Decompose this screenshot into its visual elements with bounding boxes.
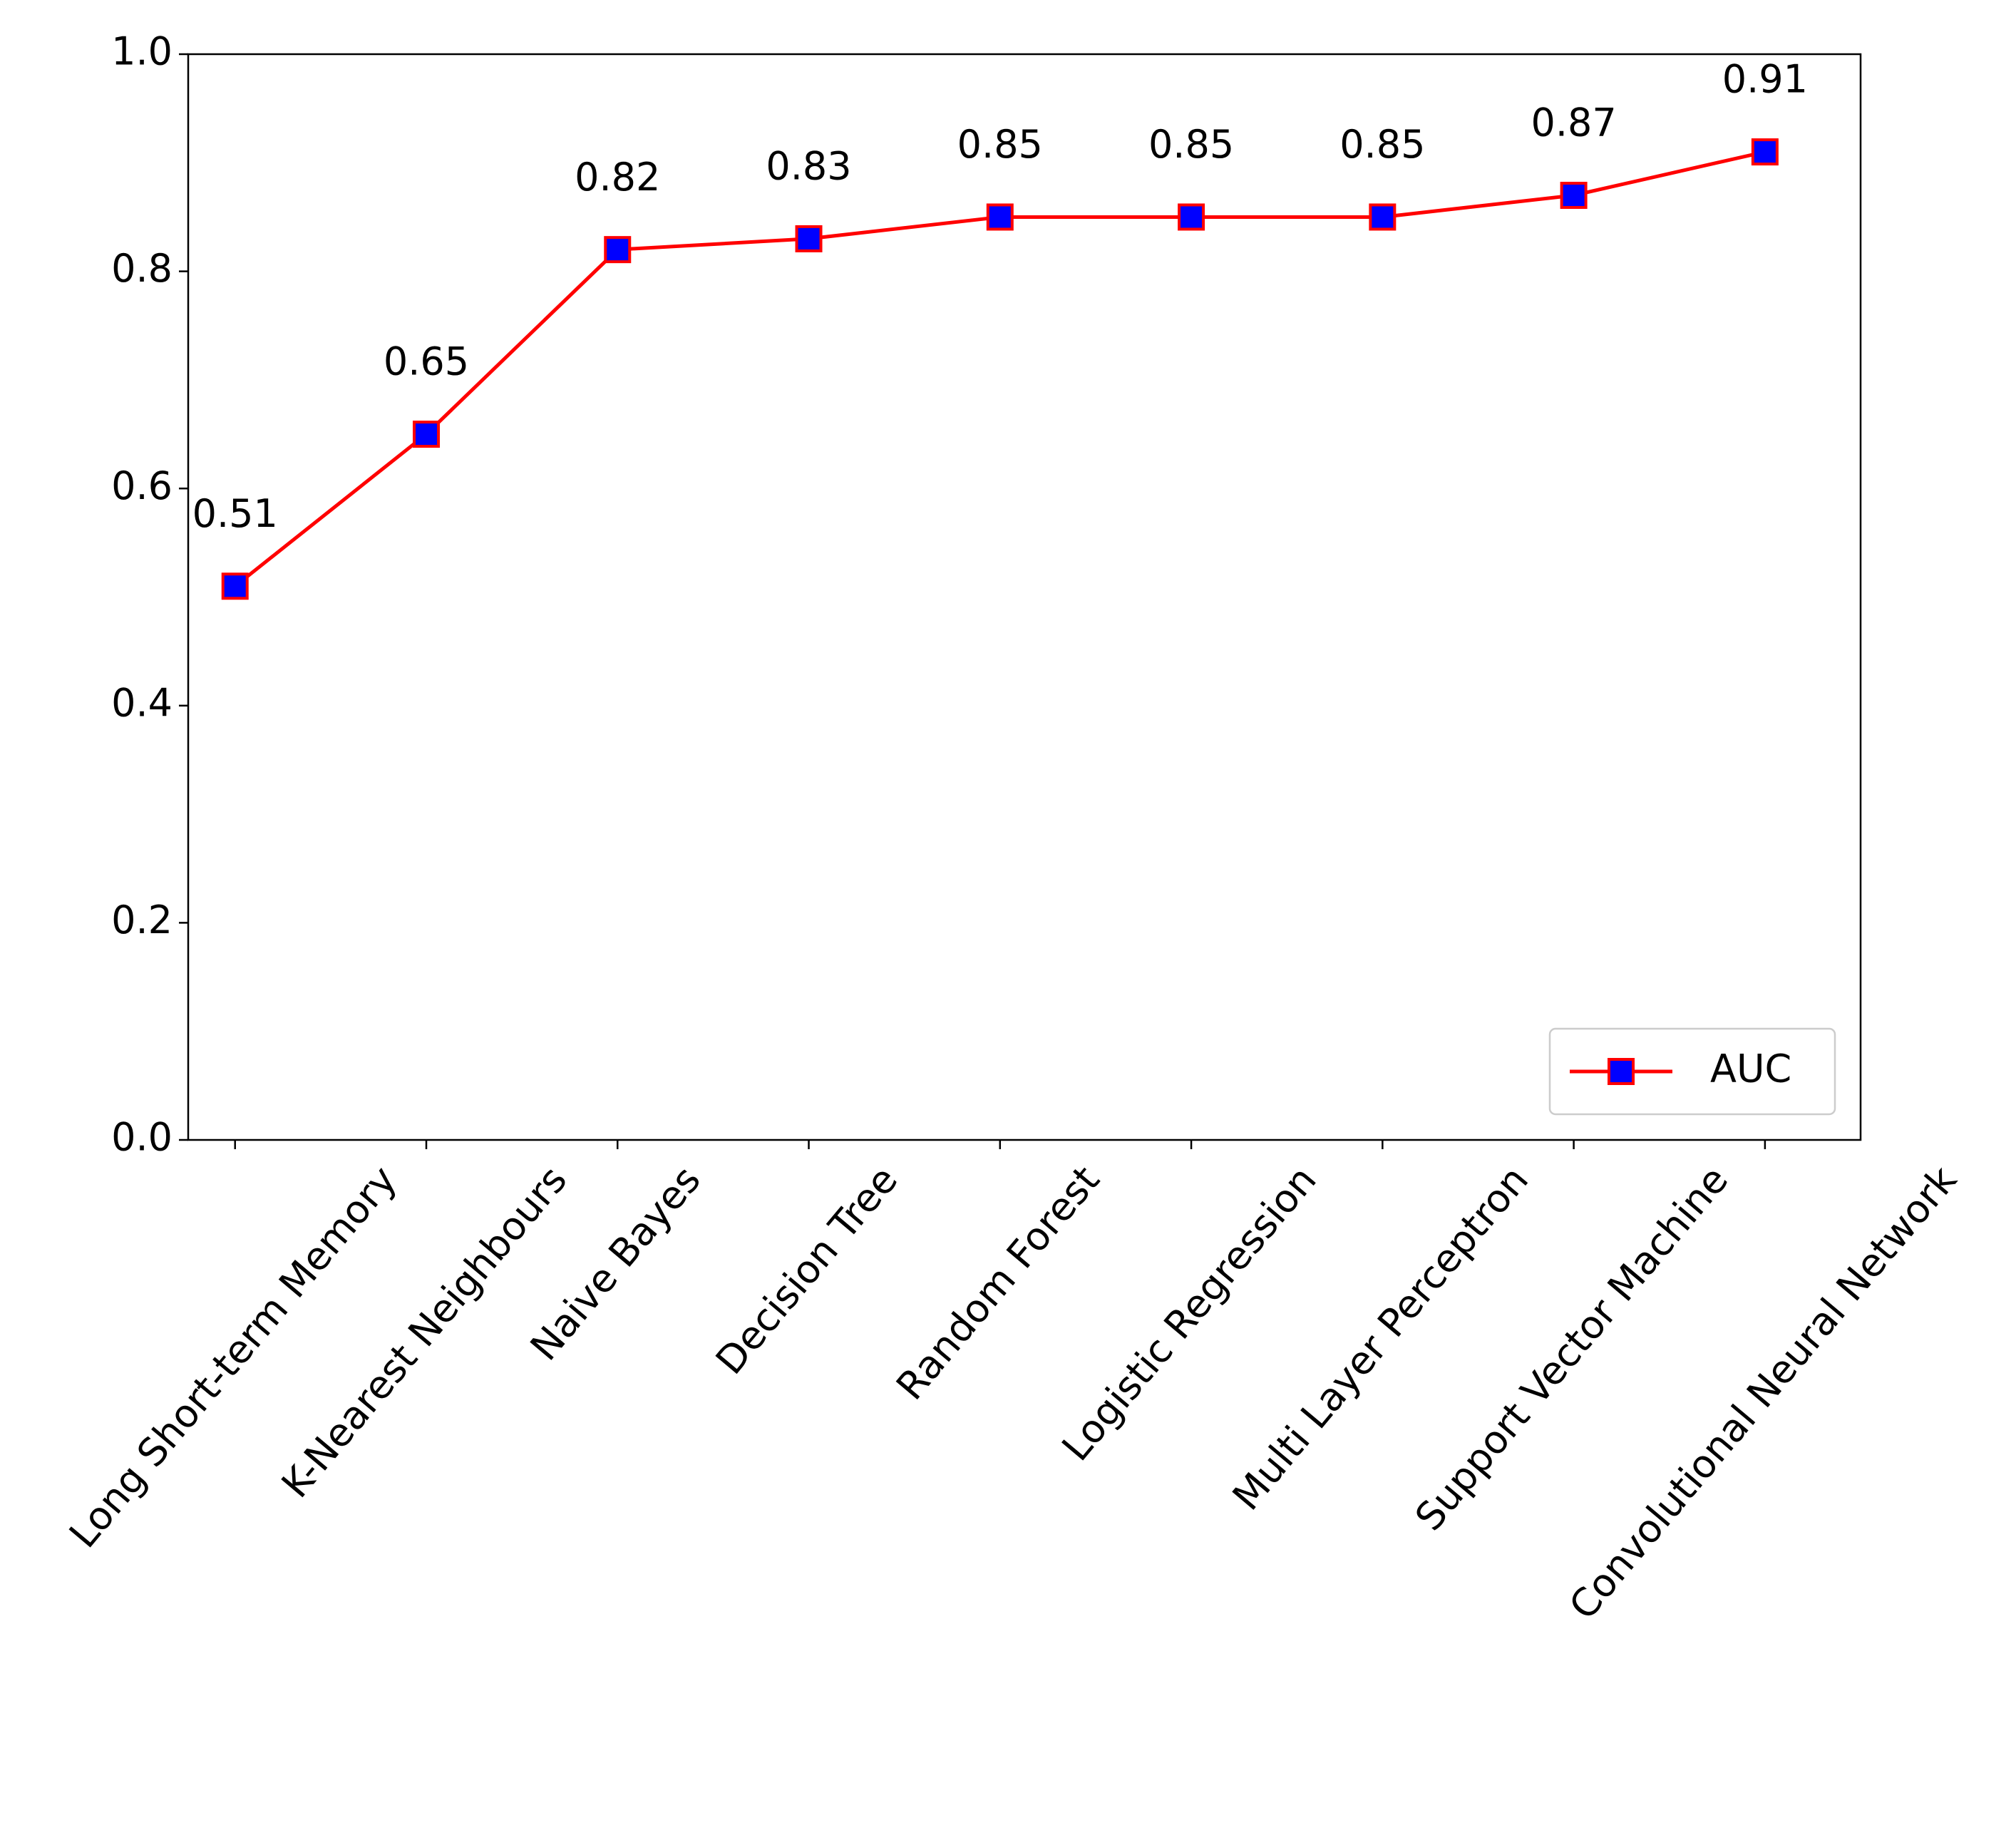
marker (795, 225, 823, 252)
data-label: 0.65 (384, 339, 469, 384)
marker (412, 421, 440, 448)
marker (1751, 138, 1779, 166)
data-label: 0.82 (575, 155, 660, 200)
y-tick-label: 0.6 (111, 463, 173, 508)
y-tick-label: 0.4 (111, 680, 173, 725)
data-label: 0.85 (1339, 122, 1425, 167)
legend: AUC (1548, 1027, 1836, 1116)
legend-label: AUC (1710, 1047, 1791, 1091)
marker (604, 236, 632, 264)
data-label: 0.51 (192, 491, 278, 536)
data-label: 0.87 (1531, 101, 1616, 145)
data-label: 0.85 (957, 122, 1043, 167)
y-tick-label: 0.2 (111, 898, 173, 942)
data-label: 0.83 (766, 144, 851, 189)
marker (1178, 203, 1205, 231)
data-label: 0.91 (1722, 57, 1808, 102)
marker (1369, 203, 1397, 231)
y-tick-label: 0.8 (111, 246, 173, 291)
marker (221, 572, 249, 600)
legend-box (1548, 1027, 1836, 1116)
marker (1560, 181, 1588, 209)
axes-frame (187, 53, 1862, 1141)
x-tick-label: Random Forest (888, 1158, 1109, 1409)
marker (986, 203, 1014, 231)
x-tick-label: Convolutional Neural Network (1560, 1157, 1966, 1628)
y-tick-label: 1.0 (111, 29, 173, 74)
x-tick-label: Long Short-term Memory (61, 1158, 406, 1556)
data-label: 0.85 (1148, 122, 1234, 167)
x-tick-label: Decision Tree (707, 1158, 906, 1383)
y-tick-label: 0.0 (111, 1115, 173, 1160)
legend-marker (1608, 1058, 1635, 1085)
